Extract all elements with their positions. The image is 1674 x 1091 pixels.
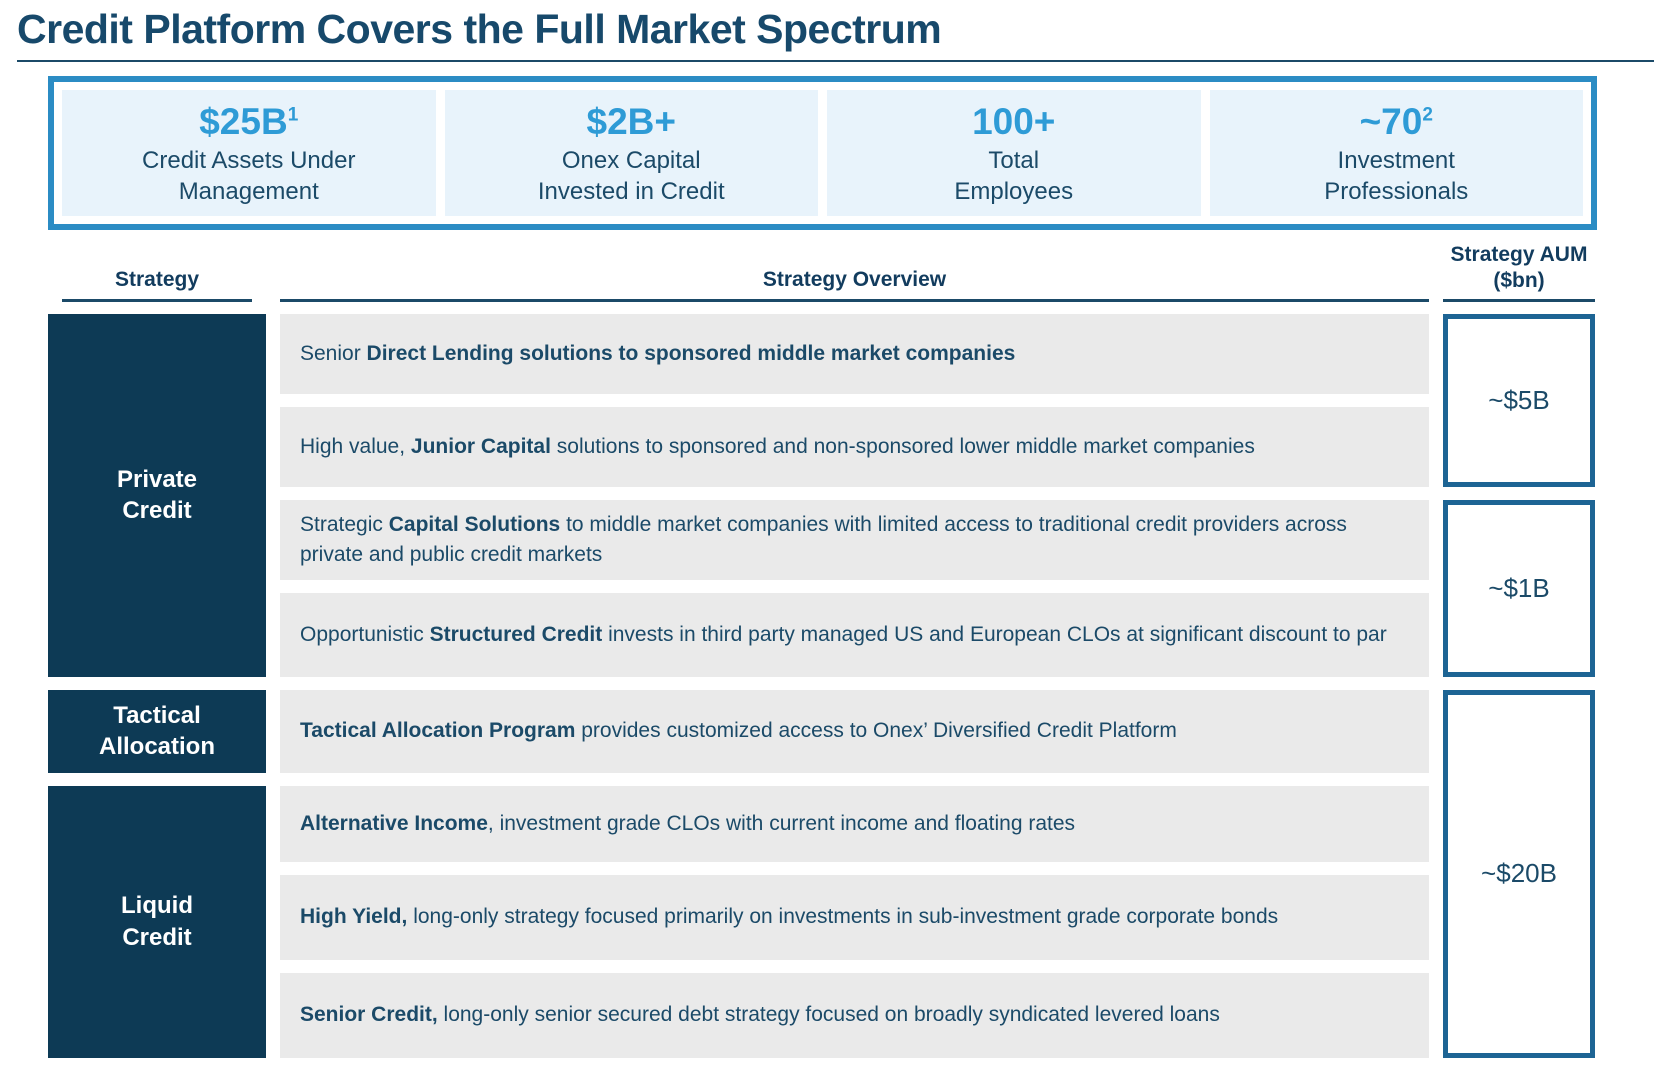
strategy-table: Private Credit Tactical Allocation Liquid Cre…	[48, 313, 1595, 1058]
stat-card-total-employees: 100+ Total Employees	[827, 90, 1201, 217]
footnote-marker: 1	[287, 104, 299, 126]
stat-value: $2B+	[586, 100, 676, 142]
stat-label: Credit Assets Under Management	[142, 147, 356, 205]
stat-card-investment-professionals: ~702 Investment Professionals	[1209, 90, 1583, 217]
overview-row-7: High Yield, long-only strategy focused p…	[280, 874, 1429, 960]
overview-row-6: Alternative Income, investment grade CLO…	[280, 785, 1429, 862]
footnote-marker: 2	[1422, 104, 1433, 126]
overview-row-2: High value, Junior Capital solutions to …	[280, 406, 1429, 487]
stat-card-onex-capital: $2B+ Onex Capital Invested in Credit	[444, 90, 818, 217]
aum-value-1: ~$5B	[1443, 313, 1595, 487]
stat-value: 100+	[972, 100, 1056, 142]
stats-bar: $25B1 Credit Assets Under Management $2B+…	[48, 76, 1597, 231]
overview-row-1: Senior Direct Lending solutions to spons…	[280, 313, 1429, 394]
stat-card-credit-aum: $25B1 Credit Assets Under Management	[62, 90, 436, 217]
column-header-strategy-overview: Strategy Overview	[280, 268, 1429, 302]
page-title: Credit Platform Covers the Full Market S…	[17, 6, 942, 52]
title-rule	[17, 60, 1654, 63]
aum-value-2: ~$1B	[1443, 499, 1595, 677]
strategy-cell-tactical-allocation: Tactical Allocation	[48, 689, 266, 773]
overview-row-4: Opportunistic Structured Credit invests …	[280, 592, 1429, 677]
overview-row-3: Strategic Capital Solutions to middle ma…	[280, 499, 1429, 580]
aum-value-3: ~$20B	[1443, 689, 1595, 1058]
table-header: Strategy Strategy Overview Strategy AUM …	[48, 242, 1595, 302]
overview-row-5: Tactical Allocation Program provides cus…	[280, 689, 1429, 773]
stat-label: Investment Professionals	[1324, 147, 1469, 205]
stat-value: $25B1	[199, 100, 299, 142]
strategy-cell-private-credit: Private Credit	[48, 313, 266, 677]
column-header-strategy-aum: Strategy AUM ($bn)	[1443, 242, 1595, 302]
stat-label: Onex Capital Invested in Credit	[537, 147, 725, 205]
stat-value: ~702	[1359, 100, 1433, 142]
column-header-strategy: Strategy	[48, 268, 266, 302]
stat-label: Total Employees	[954, 147, 1074, 205]
overview-row-8: Senior Credit, long-only senior secured …	[280, 972, 1429, 1058]
strategy-cell-liquid-credit: Liquid Credit	[48, 785, 266, 1058]
